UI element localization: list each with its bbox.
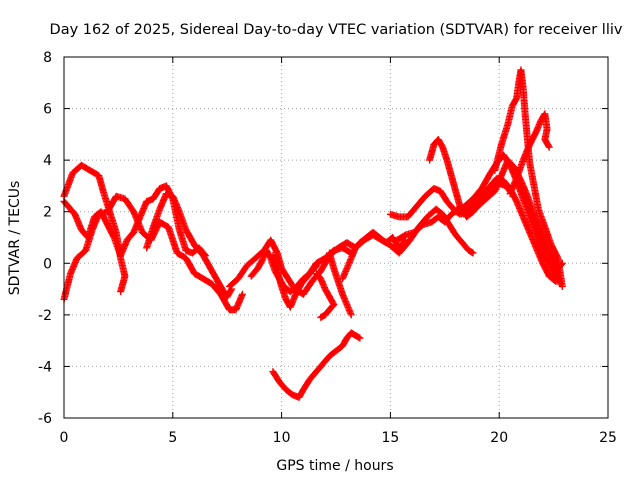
axis-ticks: 0 5 10 15 20 25 -6 -4 -2 0 2 4 6 8 <box>38 50 617 446</box>
x-tick-label: 10 <box>273 430 291 446</box>
series-track-19 <box>517 182 566 272</box>
series-track-1 <box>60 192 246 314</box>
data-point-marker <box>356 334 364 342</box>
y-tick-label: -4 <box>38 359 52 375</box>
x-tick-label: 5 <box>168 430 177 446</box>
y-tick-label: 2 <box>43 205 52 221</box>
series-track-10 <box>269 329 364 401</box>
data-point-marker <box>557 260 565 268</box>
data-point-marker <box>347 311 355 319</box>
y-tick-label: 8 <box>43 50 52 66</box>
data-point-marker <box>317 313 325 321</box>
y-tick-label: 4 <box>43 153 52 169</box>
x-tick-label: 0 <box>60 430 69 446</box>
series-track-8 <box>312 270 338 321</box>
data-point-marker <box>545 142 553 150</box>
y-tick-label: -6 <box>38 411 52 427</box>
grid-lines <box>64 57 608 418</box>
series-track-18 <box>506 110 553 198</box>
data-point-marker <box>558 282 566 290</box>
y-tick-label: -2 <box>38 308 52 324</box>
series-track-7 <box>269 244 355 311</box>
plot-frame <box>63 56 609 419</box>
data-series <box>60 66 566 401</box>
data-point-marker <box>545 143 553 151</box>
data-point-marker <box>469 249 477 257</box>
series-track-15 <box>426 136 514 221</box>
x-axis-label: GPS time / hours <box>276 458 393 474</box>
y-tick-label: 0 <box>43 256 52 272</box>
series-track-9 <box>325 249 355 319</box>
series-track-3 <box>60 182 209 260</box>
chart-title: Day 162 of 2025, Sidereal Day-to-day VTE… <box>50 22 623 38</box>
x-tick-label: 20 <box>490 430 508 446</box>
x-tick-label: 25 <box>599 430 617 446</box>
data-point-marker <box>238 290 246 298</box>
x-tick-label: 15 <box>381 430 399 446</box>
data-point-marker <box>558 259 566 267</box>
y-axis-label: SDTVAR / TECUs <box>7 181 23 296</box>
data-point-marker <box>117 288 125 296</box>
y-tick-label: 6 <box>43 102 52 118</box>
series-track-4 <box>143 190 236 301</box>
